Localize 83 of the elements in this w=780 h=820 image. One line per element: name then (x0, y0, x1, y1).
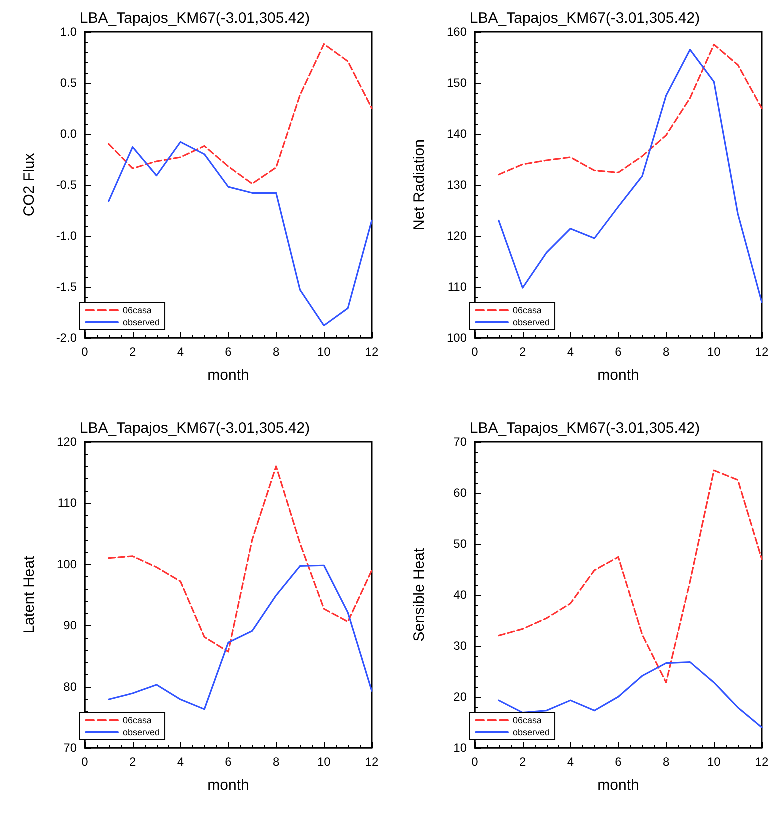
x-tick-label: 4 (567, 755, 574, 769)
x-tick-label: 2 (519, 345, 526, 359)
y-tick-label: 100 (56, 557, 78, 572)
x-tick-label: 12 (365, 755, 379, 769)
x-tick-label: 6 (225, 345, 232, 359)
line-series (498, 49, 763, 304)
chart-title: LBA_Tapajos_KM67(-3.01,305.42) (80, 10, 310, 27)
y-tick-label: -1.5 (56, 280, 78, 294)
y-tick-label: -0.5 (56, 178, 78, 192)
x-tick-label: 2 (129, 345, 136, 359)
y-tick-label: 90 (64, 618, 78, 633)
line-series (108, 43, 373, 185)
y-axis-title: Latent Heat (21, 555, 38, 634)
y-tick-label: 0.0 (60, 127, 78, 141)
x-tick-label: 12 (365, 345, 379, 359)
legend-label: observed (123, 728, 160, 738)
legend-label: 06casa (513, 306, 542, 316)
line-series (498, 470, 763, 684)
x-tick-label: 0 (82, 755, 89, 769)
x-tick-label: 4 (567, 345, 574, 359)
y-tick-label: 50 (454, 537, 468, 551)
x-axis-title: month (598, 367, 640, 384)
line-series (108, 466, 373, 653)
y-tick-label: 60 (454, 486, 468, 500)
line-series (108, 564, 373, 710)
y-tick-label: 70 (454, 435, 468, 449)
y-tick-label: 160 (446, 25, 468, 39)
y-tick-label: 100 (446, 331, 468, 345)
chart-title: LBA_Tapajos_KM67(-3.01,305.42) (470, 10, 700, 27)
x-tick-label: 12 (755, 755, 769, 769)
x-axis-title: month (208, 777, 250, 794)
y-tick-label: 150 (446, 76, 468, 90)
y-tick-label: 120 (446, 229, 468, 243)
legend-label: observed (123, 318, 160, 328)
x-tick-label: 4 (177, 345, 184, 359)
chart-title: LBA_Tapajos_KM67(-3.01,305.42) (80, 420, 310, 437)
x-tick-label: 10 (317, 755, 332, 769)
x-tick-label: 4 (177, 755, 184, 769)
y-tick-label: 70 (64, 741, 78, 755)
x-tick-label: 0 (472, 755, 479, 769)
x-tick-label: 6 (615, 345, 622, 359)
x-tick-label: 8 (272, 345, 280, 359)
line-series (498, 44, 763, 176)
legend-label: observed (513, 728, 550, 738)
x-axis-title: month (208, 367, 250, 384)
y-tick-label: -2.0 (56, 331, 78, 345)
x-tick-label: 10 (707, 755, 722, 769)
x-tick-label: 8 (662, 755, 670, 769)
y-tick-label: 80 (64, 680, 78, 694)
y-tick-label: 10 (454, 741, 468, 755)
x-tick-label: 2 (129, 755, 136, 769)
y-tick-label: 0.5 (60, 76, 78, 90)
legend-label: 06casa (513, 716, 542, 726)
x-tick-label: 12 (755, 345, 769, 359)
chart-title: LBA_Tapajos_KM67(-3.01,305.42) (470, 420, 700, 437)
y-tick-label: 1.0 (60, 25, 78, 39)
legend-label: observed (513, 318, 550, 328)
y-tick-label: -1.0 (56, 229, 78, 243)
y-tick-label: 110 (448, 280, 468, 294)
y-axis-title: Net Radiation (411, 140, 428, 230)
x-tick-label: 10 (317, 345, 332, 359)
y-tick-label: 40 (454, 588, 468, 602)
legend-label: 06casa (123, 306, 152, 316)
line-series (498, 662, 763, 728)
y-axis-title: CO2 Flux (21, 152, 38, 217)
y-axis-title: Sensible Heat (411, 547, 428, 642)
legend-label: 06casa (123, 716, 152, 726)
x-tick-label: 0 (82, 345, 89, 359)
y-tick-label: 30 (454, 639, 468, 653)
x-tick-label: 8 (272, 755, 280, 769)
y-tick-label: 110 (58, 496, 78, 510)
x-axis-title: month (598, 777, 640, 794)
x-tick-label: 2 (519, 755, 526, 769)
y-tick-label: 20 (454, 690, 468, 704)
line-series (108, 141, 373, 327)
x-tick-label: 6 (225, 755, 232, 769)
x-tick-label: 6 (615, 755, 622, 769)
y-tick-label: 120 (56, 435, 78, 449)
x-tick-label: 10 (707, 345, 722, 359)
x-tick-label: 0 (472, 345, 479, 359)
y-tick-label: 130 (446, 178, 468, 192)
x-tick-label: 8 (662, 345, 670, 359)
y-tick-label: 140 (446, 127, 468, 141)
